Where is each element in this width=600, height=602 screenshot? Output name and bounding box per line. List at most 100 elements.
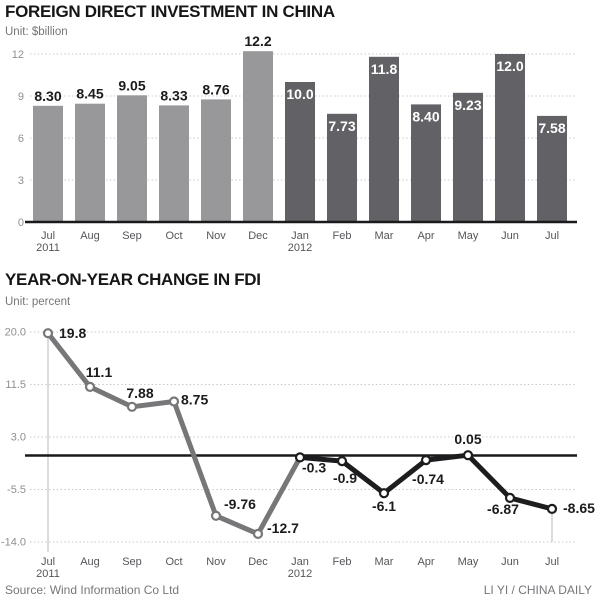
data-point-label: 19.8: [59, 325, 86, 341]
bar-value-label: 8.40: [412, 108, 439, 124]
bar-value-label: 8.33: [160, 87, 187, 103]
x-tick-label: Nov: [206, 230, 226, 242]
y-tick-label: 12: [12, 49, 24, 61]
data-point-marker: [420, 455, 432, 466]
bar: [327, 113, 357, 222]
x-tick-label: Dec: [248, 556, 268, 568]
bar: [369, 56, 399, 222]
data-point-marker: [126, 401, 138, 412]
x-tick-label: Dec: [248, 230, 268, 242]
x-tick-label: Oct: [165, 230, 182, 242]
data-point-marker: [210, 510, 222, 521]
y-tick-label: 20.0: [5, 327, 26, 339]
x-tick-label: Jul: [545, 556, 559, 568]
data-point-marker: [546, 503, 558, 514]
bar-value-label: 9.23: [454, 97, 481, 113]
data-point-marker: [252, 528, 264, 539]
source-credit: Source: Wind Information Co Ltd: [5, 583, 180, 597]
fdi-bar-chart: 0 3 6 9 12 8.30 8.45 9.05 8.33 8.76 12.2 10.0 7.73 11…: [12, 33, 577, 254]
data-point-label: -8.65: [563, 500, 595, 516]
bar: [201, 99, 231, 222]
x-tick-label: Nov: [206, 556, 226, 568]
x-tick-label: Apr: [417, 230, 434, 242]
data-point-marker: [462, 450, 474, 461]
byline-credit: LI YI / CHINA DAILY: [483, 583, 592, 597]
x-tick-label: Jan: [291, 230, 309, 242]
bar: [117, 95, 147, 222]
x-tick-label: Aug: [80, 230, 100, 242]
y-tick-label: 3: [18, 175, 24, 187]
y-tick-label: 11.5: [5, 379, 26, 391]
y-tick-label: 3.0: [11, 432, 26, 444]
bar-value-label: 9.05: [118, 77, 145, 93]
bar: [537, 115, 567, 222]
bar: [495, 54, 525, 222]
y-tick-label: 9: [18, 91, 24, 103]
data-point-label: -0.3: [302, 459, 326, 475]
x-tick-label: Jul: [41, 556, 55, 568]
data-point-marker: [42, 328, 54, 339]
yoy-line-chart: 20.0 11.5 3.0 -5.5 -14.0 19.8 11.1 7.88 8.75 -9.7…: [1, 325, 595, 580]
data-point-label: 11.1: [86, 364, 113, 380]
x-tick-label: Jun: [501, 230, 519, 242]
bar-value-label: 7.58: [538, 120, 565, 136]
bar-value-label: 8.30: [34, 88, 61, 104]
footer: Source: Wind Information Co Ltd LI YI / …: [5, 583, 592, 597]
x-tick-year-label: 2012: [288, 242, 312, 254]
x-tick-year-label: 2011: [36, 242, 60, 254]
x-tick-label: Aug: [80, 556, 100, 568]
bar: [75, 103, 105, 222]
x-tick-label: Oct: [165, 556, 182, 568]
bar: [453, 92, 483, 222]
x-tick-year-label: 2011: [36, 568, 60, 580]
bar-chart-title: FOREIGN DIRECT INVESTMENT IN CHINA: [5, 2, 335, 21]
x-tick-label: Mar: [375, 556, 394, 568]
bar-value-label: 8.45: [76, 86, 103, 102]
data-point-label: 0.05: [454, 431, 481, 447]
data-point-marker: [336, 456, 348, 467]
x-tick-label: Jun: [501, 556, 519, 568]
bar: [285, 82, 315, 222]
x-tick-label: May: [458, 556, 479, 568]
bar: [159, 105, 189, 222]
line-chart-title: YEAR-ON-YEAR CHANGE IN FDI: [5, 270, 261, 289]
data-point-marker: [378, 488, 390, 499]
x-tick-label: Jul: [41, 230, 55, 242]
bar: [33, 105, 63, 222]
data-point-label: 7.88: [126, 385, 153, 401]
data-point-label: -12.7: [267, 520, 299, 536]
x-tick-label: Jan: [291, 556, 309, 568]
data-point-marker: [294, 452, 306, 463]
data-point-label: -6.1: [372, 498, 396, 514]
x-tick-label: Apr: [417, 556, 434, 568]
data-point-label: 8.75: [181, 392, 208, 408]
data-point-marker: [84, 381, 96, 393]
data-point-marker: [504, 492, 516, 503]
x-tick-label: Mar: [375, 230, 394, 242]
data-point-label: -0.74: [412, 471, 444, 487]
x-tick-label: Sep: [122, 230, 142, 242]
y-tick-label: -5.5: [7, 484, 26, 496]
data-point-label: -0.9: [333, 470, 357, 486]
data-point-label: -9.76: [224, 496, 256, 512]
x-tick-year-label: 2012: [288, 568, 312, 580]
bar-value-label: 11.8: [371, 61, 398, 77]
data-point-marker: [168, 396, 180, 407]
y-tick-label: 6: [18, 133, 24, 145]
y-tick-label: -14.0: [1, 537, 26, 549]
x-tick-label: Feb: [333, 556, 352, 568]
bar-value-label: 7.73: [328, 118, 355, 134]
y-tick-label: 0: [18, 217, 24, 229]
x-tick-label: Jul: [545, 230, 559, 242]
bar: [411, 104, 441, 222]
bar-value-label: 10.0: [286, 86, 313, 102]
x-tick-label: Feb: [333, 230, 352, 242]
bar-value-label: 8.76: [202, 81, 229, 97]
line-chart-unit-label: Unit: percent: [5, 296, 71, 308]
data-point-label: -6.87: [487, 501, 519, 517]
bar-value-label: 12.2: [244, 33, 271, 49]
x-tick-label: May: [458, 230, 479, 242]
bar-chart-unit-label: Unit: $billion: [5, 26, 68, 38]
x-tick-label: Sep: [122, 556, 142, 568]
